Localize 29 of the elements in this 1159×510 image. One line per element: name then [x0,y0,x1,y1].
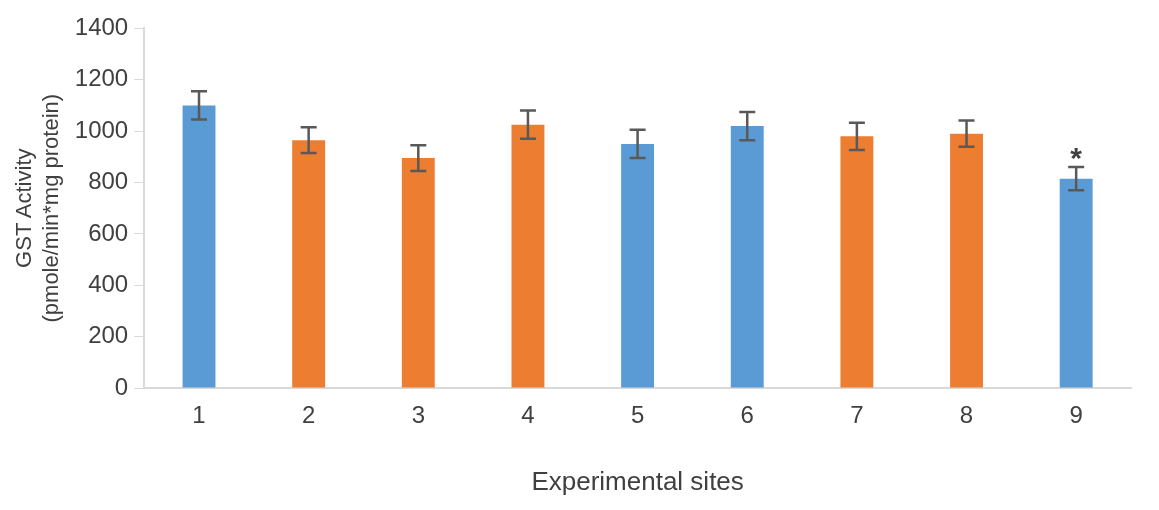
x-tick-label: 4 [521,401,535,429]
bar [840,136,874,388]
y-tick-label: 200 [88,321,129,349]
y-tick-label: 400 [88,269,129,297]
x-tick-label: 5 [630,401,645,429]
y-tick-label: 1200 [74,64,129,92]
bar [292,140,326,388]
y-axis-title: GST Activity (pmole/min*mg protein) [11,93,63,323]
bar [511,124,545,388]
bar [401,158,435,388]
x-tick-label: 9 [1069,401,1083,429]
annotation: * [1070,141,1083,175]
bar [182,105,216,388]
x-tick-label: 3 [411,401,425,429]
bar [621,143,655,388]
bar [950,133,983,388]
x-axis-title: Experimental sites [531,465,744,496]
bar [730,126,764,388]
y-tick-label: 800 [88,167,129,195]
x-tick-label: 8 [959,401,974,429]
y-tick-label: 600 [88,218,129,246]
bar [1059,178,1093,388]
y-tick-label: 0 [114,372,129,400]
x-tick-label: 7 [850,401,864,429]
y-tick-label: 1000 [74,115,129,143]
x-tick-label: 6 [740,401,754,429]
x-tick-label: 1 [192,401,206,429]
x-tick-label: 2 [301,401,316,429]
y-tick-label: 1400 [74,13,129,41]
